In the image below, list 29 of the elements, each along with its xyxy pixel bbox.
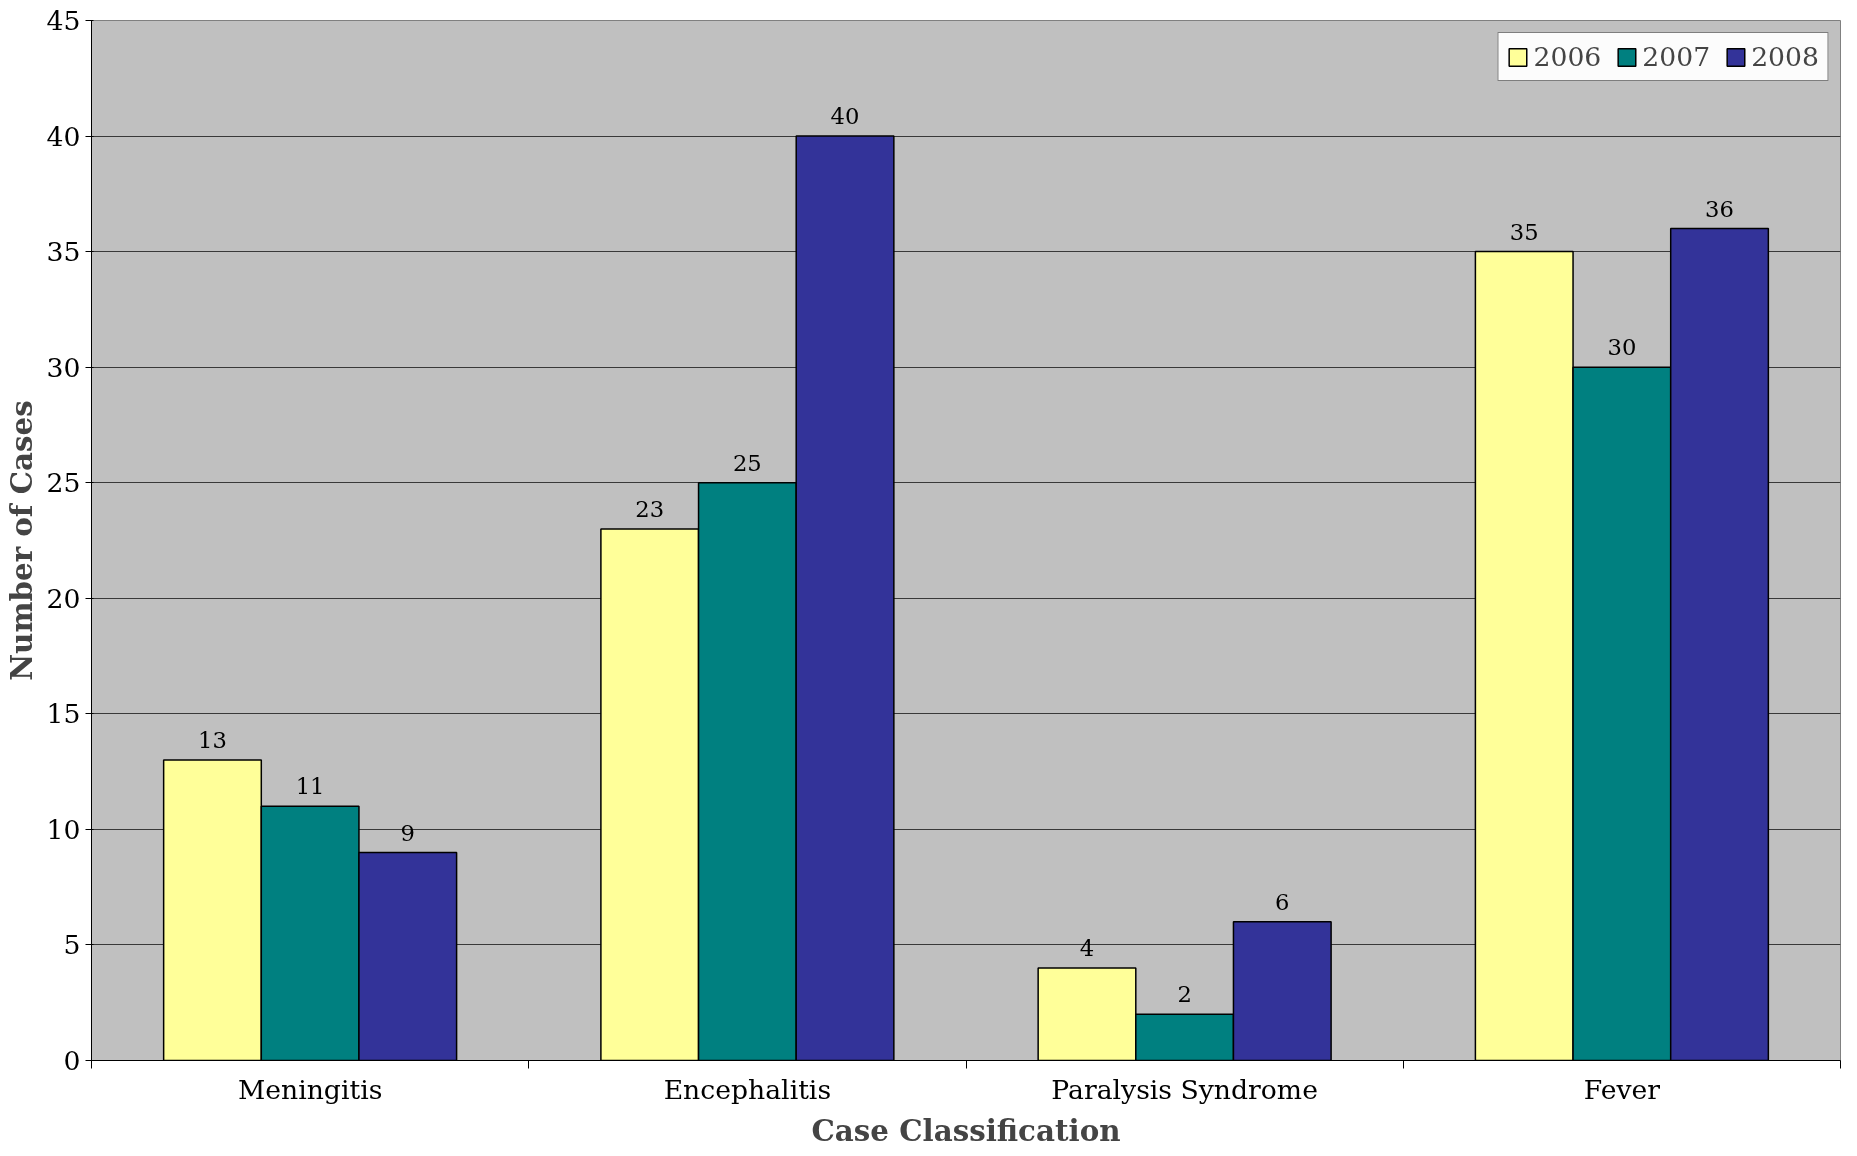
y-tick-label: 35: [46, 236, 81, 268]
data-label: 25: [732, 449, 762, 476]
x-axis-title: Case Classification: [811, 1112, 1121, 1148]
data-label: 11: [295, 773, 325, 800]
y-tick-label: 40: [46, 120, 81, 152]
data-label: 13: [198, 727, 227, 754]
data-label: 30: [1607, 334, 1637, 361]
y-tick-label: 30: [46, 351, 81, 383]
y-tick-label: 45: [46, 5, 81, 36]
x-tick-label: Fever: [1583, 1073, 1661, 1105]
x-tick-label: Encephalitis: [663, 1073, 832, 1105]
data-label: 36: [1705, 195, 1734, 222]
y-tick-label: 10: [46, 813, 81, 845]
x-tick-label: Paralysis Syndrome: [1051, 1073, 1318, 1105]
data-label: 2: [1177, 981, 1192, 1008]
legend-label: 2006: [1533, 41, 1602, 72]
x-tick-label: Meningitis: [237, 1073, 383, 1105]
y-tick-label: 15: [46, 698, 81, 730]
y-tick-label: 0: [63, 1045, 81, 1076]
data-label: 40: [830, 103, 860, 130]
y-tick-label: 25: [46, 467, 81, 499]
data-label: 35: [1509, 218, 1539, 245]
y-axis-title: Number of Cases: [3, 400, 39, 681]
legend-label: 2007: [1642, 41, 1711, 72]
y-tick-label: 20: [46, 582, 81, 614]
data-label: 6: [1275, 888, 1290, 915]
legend-label: 2008: [1751, 41, 1819, 72]
y-tick-label: 5: [63, 929, 81, 961]
data-label: 23: [635, 495, 665, 522]
